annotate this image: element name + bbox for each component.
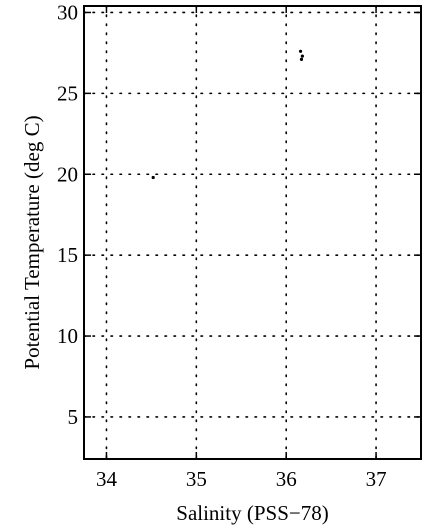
data-point bbox=[299, 57, 304, 61]
x-tick-label: 35 bbox=[186, 467, 207, 491]
data-point bbox=[298, 49, 303, 53]
data-points bbox=[151, 49, 304, 180]
x-axis-title: Salinity (PSS−78) bbox=[176, 501, 328, 525]
y-tick-label: 20 bbox=[57, 162, 78, 186]
y-tick-label: 5 bbox=[68, 405, 79, 429]
x-tick-label: 37 bbox=[366, 467, 387, 491]
data-point bbox=[300, 54, 304, 58]
plot-frame bbox=[83, 5, 422, 460]
y-axis-title: Potential Temperature (deg C) bbox=[20, 115, 44, 369]
y-tick-label: 10 bbox=[57, 324, 78, 348]
x-tick-label: 34 bbox=[96, 467, 118, 491]
grid-lines bbox=[83, 5, 422, 460]
data-point bbox=[151, 175, 155, 180]
x-tick-label: 36 bbox=[276, 467, 297, 491]
tick-labels: 34 35 36 37 5 10 15 20 25 30 bbox=[57, 0, 387, 491]
y-tick-label: 30 bbox=[57, 0, 78, 24]
axis-ticks bbox=[84, 6, 421, 459]
y-tick-label: 15 bbox=[57, 243, 78, 267]
y-tick-label: 25 bbox=[57, 81, 78, 105]
